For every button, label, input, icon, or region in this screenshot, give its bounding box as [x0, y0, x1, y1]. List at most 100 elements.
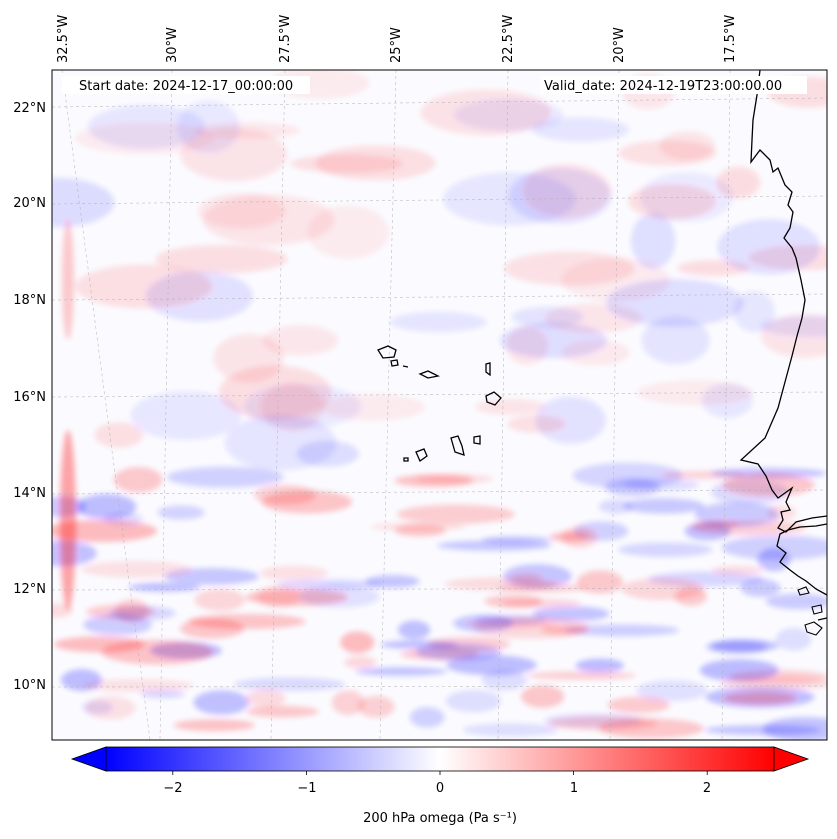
lat-label: 10°N — [13, 678, 46, 693]
coastline-guinea — [776, 523, 827, 596]
omega-patch — [549, 531, 590, 542]
start-label-box — [62, 76, 310, 94]
lat-label: 12°N — [13, 582, 46, 597]
colorbar-bar — [105, 746, 775, 772]
omega-patch — [157, 505, 205, 520]
omega-patch — [344, 656, 377, 669]
cape-verde-islands — [377, 345, 502, 462]
omega-patch — [765, 593, 827, 610]
omega-patch — [166, 466, 285, 488]
omega-patch — [497, 583, 588, 593]
colorbar: −2 −1 0 1 2 200 hPa omega (Pa s⁻¹) — [70, 746, 810, 826]
omega-patch — [276, 579, 383, 590]
omega-patch — [481, 669, 528, 691]
omega-patch — [409, 707, 445, 728]
omega-patch — [128, 582, 201, 592]
omega-patch — [75, 264, 213, 309]
omega-patch — [775, 627, 812, 651]
lat-label: 16°N — [13, 390, 46, 405]
omega-patch — [484, 594, 543, 608]
omega-patch — [262, 324, 339, 356]
omega-patch — [357, 695, 395, 718]
omega-patch — [307, 205, 390, 260]
omega-patch — [290, 154, 403, 173]
lon-label: 27.5°W — [278, 15, 293, 63]
omega-patch — [623, 478, 700, 492]
omega-patch — [320, 394, 426, 421]
omega-patch — [60, 430, 76, 610]
omega-patch — [414, 473, 494, 484]
omega-patch — [62, 220, 74, 340]
omega-patch — [641, 316, 710, 365]
omega-patch — [197, 193, 286, 229]
graticule-line — [497, 70, 509, 740]
omega-patch — [520, 685, 565, 708]
island-brava — [403, 457, 409, 462]
omega-patch — [659, 131, 716, 160]
start-date-label: Start date: 2024-12-17_00:00:00 — [79, 79, 293, 94]
omega-patch — [420, 89, 552, 136]
island-sao-nicolau — [418, 370, 440, 379]
graticule-line — [609, 70, 620, 740]
island-fogo — [415, 448, 428, 462]
omega-patch — [561, 339, 630, 366]
omega-patch — [260, 565, 329, 582]
omega-patch — [628, 183, 716, 220]
lon-label: 20°W — [612, 27, 627, 63]
colorbar-extend-high — [773, 746, 810, 772]
omega-patch — [453, 614, 513, 633]
omega-patch — [140, 689, 186, 699]
omega-patch — [532, 117, 630, 142]
omega-patch — [692, 520, 739, 530]
lon-label: 30°W — [165, 27, 180, 63]
graticule — [52, 70, 827, 740]
omega-patch — [245, 689, 286, 707]
omega-patch — [510, 572, 543, 583]
omega-patch — [331, 690, 365, 716]
island-santo-antao — [377, 345, 397, 359]
graticule-line — [721, 70, 731, 740]
omega-patch — [436, 540, 552, 551]
colorbar-ticks — [172, 771, 708, 775]
island-santiago — [450, 435, 465, 456]
map-panel: Start date: 2024-12-17_00:00:00 Valid_da… — [13, 15, 828, 741]
omega-patch — [54, 636, 145, 653]
omega-patch — [261, 490, 353, 514]
island-maio — [473, 435, 481, 445]
coastline-west-africa — [739, 70, 827, 533]
omega-patch — [711, 639, 779, 652]
omega-patch — [617, 542, 713, 558]
omega-patch — [194, 589, 246, 611]
graticule-line — [159, 70, 173, 740]
graticule-line — [270, 70, 286, 740]
coastline-east-ext — [817, 617, 827, 621]
omega-patch — [76, 494, 137, 520]
omega-field — [52, 70, 827, 740]
omega-patch — [173, 719, 255, 732]
lon-label: 25°W — [389, 27, 404, 63]
omega-patch — [224, 414, 337, 471]
omega-patch — [722, 473, 815, 497]
omega-patch — [397, 620, 431, 640]
lat-label: 14°N — [13, 486, 46, 501]
omega-patch — [243, 384, 362, 429]
graticule-line — [61, 70, 151, 740]
omega-patch — [81, 560, 193, 578]
omega-patch — [113, 466, 163, 493]
omega-patch — [394, 524, 446, 537]
omega-patch — [760, 315, 827, 337]
omega-patch — [606, 278, 744, 327]
omega-patch — [52, 540, 97, 567]
omega-patch — [475, 398, 546, 415]
lat-label: 18°N — [13, 293, 46, 308]
colorbar-tick-label: 1 — [570, 781, 578, 796]
colorbar-extend-low — [70, 746, 107, 772]
omega-patch — [636, 679, 708, 702]
omega-patch — [721, 535, 827, 561]
omega-patch — [233, 677, 346, 692]
omega-patch — [60, 669, 103, 691]
lon-label: 17.5°W — [723, 15, 738, 63]
omega-patch — [155, 244, 288, 274]
omega-patch — [503, 251, 635, 286]
island-sal — [485, 362, 491, 377]
